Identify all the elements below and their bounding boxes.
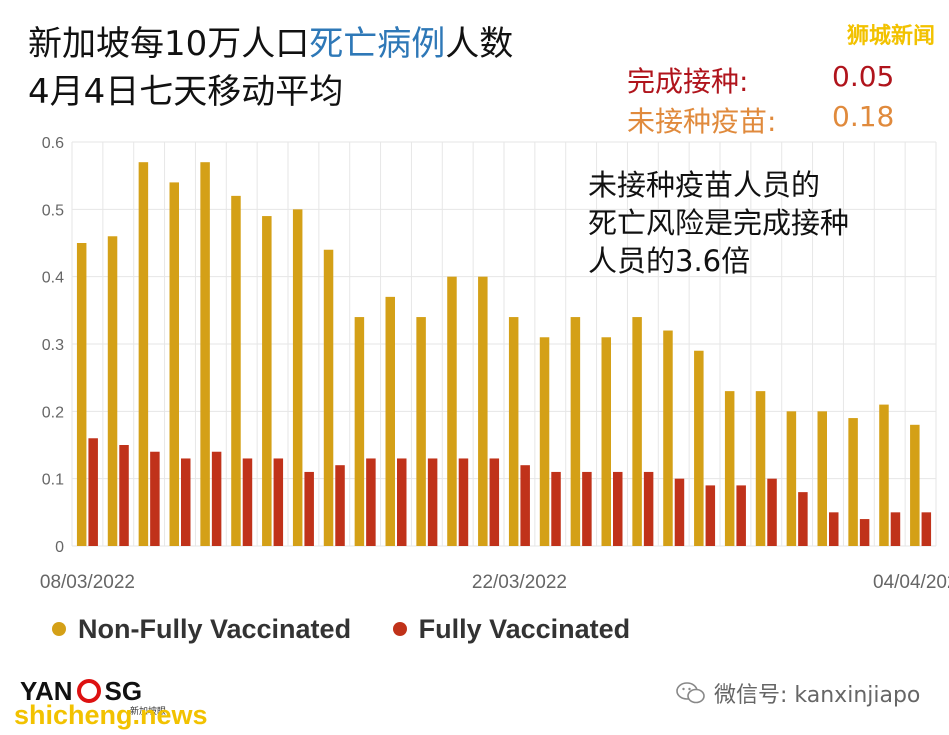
chart-legend: Non-Fully Vaccinated Fully Vaccinated bbox=[52, 612, 664, 645]
bar-fully-vaccinated bbox=[427, 458, 438, 546]
bar-fully-vaccinated bbox=[273, 458, 284, 546]
bar-fully-vaccinated bbox=[304, 471, 314, 546]
title-suffix: 人数 bbox=[445, 24, 514, 64]
bar-fully-vaccinated bbox=[705, 485, 716, 546]
stat-unvax-value: 0.18 bbox=[832, 100, 895, 133]
bar-fully-vaccinated bbox=[551, 471, 561, 546]
bar-non-fully-vaccinated bbox=[694, 350, 704, 546]
bar-non-fully-vaccinated bbox=[107, 236, 118, 546]
bar-fully-vaccinated bbox=[613, 471, 623, 546]
bar-non-fully-vaccinated bbox=[169, 182, 179, 546]
y-tick-label: 0 bbox=[55, 539, 64, 556]
note-line-1: 未接种疫苗人员的 bbox=[588, 168, 821, 202]
bar-fully-vaccinated bbox=[674, 478, 685, 546]
bar-non-fully-vaccinated bbox=[385, 296, 395, 546]
logo-subtext: 新加坡眼 bbox=[130, 707, 167, 717]
bar-fully-vaccinated bbox=[520, 465, 530, 546]
bar-fully-vaccinated bbox=[736, 485, 746, 546]
bar-non-fully-vaccinated bbox=[879, 404, 889, 546]
logo-text-left: YAN bbox=[20, 676, 73, 706]
bar-fully-vaccinated bbox=[397, 458, 407, 546]
bar-non-fully-vaccinated bbox=[76, 243, 87, 546]
site-watermark: shicheng.news bbox=[14, 700, 208, 730]
bar-non-fully-vaccinated bbox=[231, 195, 241, 546]
bar-non-fully-vaccinated bbox=[262, 216, 272, 547]
yansg-logo: YAN SG 新加坡眼 bbox=[20, 676, 166, 717]
stat-unvaccinated: 未接种疫苗: 0.18 bbox=[627, 100, 894, 140]
x-tick-label: 22/03/2022 bbox=[472, 572, 567, 593]
note-line-2: 死亡风险是完成接种 bbox=[588, 206, 850, 240]
wechat-icon bbox=[676, 682, 705, 704]
bar-fully-vaccinated bbox=[242, 458, 253, 546]
legend-dot-fully bbox=[392, 622, 407, 636]
bar-fully-vaccinated bbox=[582, 471, 592, 546]
y-tick-label: 0.1 bbox=[42, 472, 64, 489]
bar-non-fully-vaccinated bbox=[539, 337, 550, 546]
logo-text-right: SG bbox=[104, 676, 143, 706]
stat-fully-vaccinated: 完成接种: 0.05 bbox=[627, 60, 894, 100]
bar-non-fully-vaccinated bbox=[292, 209, 303, 547]
y-tick-label: 0.3 bbox=[42, 337, 64, 354]
title-highlight: 死亡病例 bbox=[309, 24, 446, 64]
bar-non-fully-vaccinated bbox=[323, 249, 334, 546]
wechat-watermark: 微信号: kanxinjiapo bbox=[676, 677, 920, 709]
bar-fully-vaccinated bbox=[181, 458, 191, 546]
bar-non-fully-vaccinated bbox=[478, 276, 488, 546]
x-tick-label: 08/03/2022 bbox=[40, 572, 135, 593]
bar-fully-vaccinated bbox=[767, 478, 777, 546]
chart-title-line1: 新加坡每10万人口死亡病例人数 bbox=[28, 22, 513, 66]
bar-fully-vaccinated bbox=[366, 458, 376, 546]
bar-fully-vaccinated bbox=[119, 445, 129, 546]
bar-non-fully-vaccinated bbox=[910, 424, 920, 546]
legend-label-non-fully: Non-Fully Vaccinated bbox=[78, 613, 352, 644]
stat-fully-value: 0.05 bbox=[832, 60, 895, 93]
bar-non-fully-vaccinated bbox=[755, 391, 766, 546]
bar-non-fully-vaccinated bbox=[724, 391, 735, 546]
brand-label: 狮城新闻 bbox=[846, 24, 935, 49]
bar-fully-vaccinated bbox=[458, 458, 469, 546]
bar-fully-vaccinated bbox=[829, 512, 839, 546]
stat-unvax-label: 未接种疫苗: bbox=[627, 105, 777, 138]
bar-fully-vaccinated bbox=[890, 512, 901, 546]
stat-fully-label: 完成接种: bbox=[627, 65, 749, 98]
bar-fully-vaccinated bbox=[211, 451, 222, 546]
bar-non-fully-vaccinated bbox=[200, 162, 210, 546]
legend-item-non-fully: Non-Fully Vaccinated bbox=[52, 614, 351, 645]
bar-non-fully-vaccinated bbox=[447, 276, 457, 546]
legend-item-fully: Fully Vaccinated bbox=[392, 613, 631, 645]
bar-fully-vaccinated bbox=[489, 458, 500, 546]
bar-fully-vaccinated bbox=[859, 519, 870, 546]
wechat-id: 微信号: kanxinjiapo bbox=[714, 683, 921, 708]
bar-fully-vaccinated bbox=[88, 438, 98, 546]
bar-fully-vaccinated bbox=[150, 451, 160, 546]
bar-non-fully-vaccinated bbox=[138, 162, 149, 546]
x-tick-label: 04/04/2022 bbox=[873, 572, 949, 593]
bar-fully-vaccinated bbox=[335, 465, 345, 546]
y-tick-label: 0.5 bbox=[42, 202, 64, 219]
y-tick-label: 0.4 bbox=[42, 270, 64, 287]
y-tick-label: 0.2 bbox=[42, 404, 64, 421]
bar-non-fully-vaccinated bbox=[601, 337, 611, 546]
bar-non-fully-vaccinated bbox=[508, 317, 519, 546]
legend-dot-non-fully bbox=[52, 622, 66, 636]
bar-non-fully-vaccinated bbox=[416, 317, 426, 546]
bar-non-fully-vaccinated bbox=[663, 330, 673, 546]
legend-label-fully: Fully Vaccinated bbox=[418, 613, 631, 644]
logo-eye-icon bbox=[76, 679, 101, 703]
bar-non-fully-vaccinated bbox=[817, 411, 827, 546]
title-prefix: 新加坡每10万人口 bbox=[28, 24, 310, 64]
bar-non-fully-vaccinated bbox=[848, 418, 858, 546]
bar-fully-vaccinated bbox=[921, 512, 932, 546]
bar-fully-vaccinated bbox=[643, 471, 654, 546]
bar-non-fully-vaccinated bbox=[786, 411, 797, 546]
bar-non-fully-vaccinated bbox=[632, 317, 642, 546]
y-tick-label: 0.6 bbox=[42, 135, 64, 152]
risk-note: 未接种疫苗人员的 死亡风险是完成接种 人员的3.6倍 bbox=[588, 166, 849, 280]
chart-title-line2: 4月4日七天移动平均 bbox=[28, 72, 344, 112]
bar-fully-vaccinated bbox=[798, 492, 808, 546]
bar-non-fully-vaccinated bbox=[354, 317, 365, 546]
note-line-3: 人员的3.6倍 bbox=[588, 244, 751, 278]
bar-non-fully-vaccinated bbox=[570, 317, 581, 546]
